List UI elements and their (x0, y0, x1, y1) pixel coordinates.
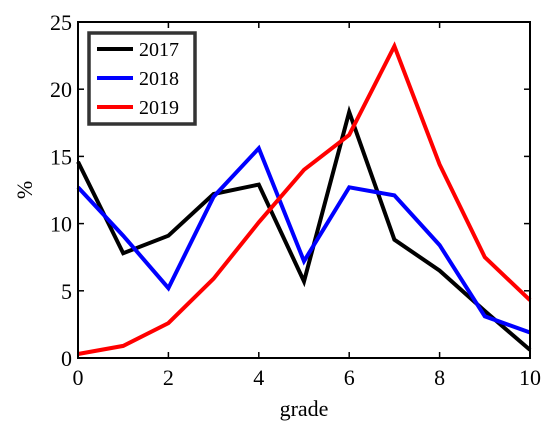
x-tick-label: 10 (519, 365, 541, 390)
x-tick-label: 4 (253, 365, 264, 390)
y-axis-label: % (12, 181, 37, 199)
legend-label-2018: 2018 (139, 68, 179, 90)
x-tick-label: 6 (344, 365, 355, 390)
series-layer (76, 41, 532, 356)
plot-frame (77, 21, 531, 359)
ticks-layer: 0 2 4 6 8 10 0 5 10 15 20 25 (50, 10, 541, 390)
x-tick-label: 2 (163, 365, 174, 390)
y-tick-label: 20 (50, 77, 72, 102)
y-tick-label: 25 (50, 10, 72, 35)
x-tick-label: 8 (434, 365, 445, 390)
legend: 2017 2018 2019 (87, 31, 197, 126)
x-axis-label: grade (280, 396, 329, 421)
y-tick-label: 15 (50, 144, 72, 169)
x-tick-label: 0 (73, 365, 84, 390)
y-tick-label: 0 (61, 346, 72, 371)
legend-label-2019: 2019 (139, 97, 179, 119)
y-tick-label: 5 (61, 279, 72, 304)
y-tick-label: 10 (50, 212, 72, 237)
legend-label-2017: 2017 (139, 39, 179, 61)
